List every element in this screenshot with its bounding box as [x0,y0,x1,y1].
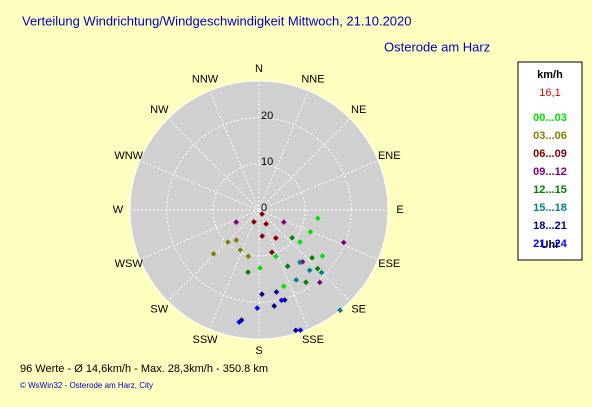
data-point [314,265,321,272]
data-point [236,319,243,325]
grid-ring [212,163,306,257]
legend-entry: 03...06 [533,130,567,142]
direction-label: E [396,204,403,216]
spoke [167,118,260,211]
data-point [297,239,303,245]
legend-entry: 12...15 [533,184,567,196]
direction-label: S [255,345,262,357]
spoke [258,160,379,211]
legend-box [517,61,583,261]
spoke [258,118,351,211]
data-point [251,219,257,225]
spoke [258,209,351,302]
spoke [139,209,260,260]
direction-label: NNE [301,74,324,86]
data-point [306,267,313,274]
data-point [269,249,275,256]
data-point [281,297,288,303]
direction-label: WSW [115,258,144,270]
legend-value: 16,1 [539,87,560,99]
r-tick-label: 0 [261,202,267,214]
data-point [319,253,326,259]
direction-label: ENE [378,150,401,162]
direction-label: SSE [302,334,324,346]
direction-label: SW [150,304,168,316]
data-point [273,253,279,260]
data-point [254,305,261,311]
legend-entry: 21...24 [533,238,568,250]
direction-label: NNW [192,74,219,86]
data-point [237,247,244,253]
data-point [273,235,279,241]
direction-label: ESE [378,258,400,270]
data-point [257,265,263,271]
data-point [233,219,240,225]
r-tick-label: 20 [261,110,273,122]
data-point [340,239,347,246]
legend-title: km/h [537,69,563,81]
spoke [258,209,309,330]
data-point [303,279,309,286]
spoke [139,160,260,211]
credit: © WsWin32 - Osterode am Harz, City [20,381,153,390]
direction-label: SSW [193,334,219,346]
data-point [245,269,251,275]
data-point [280,283,287,290]
data-point [271,303,278,309]
data-point [278,297,285,304]
data-point [259,291,265,298]
direction-label: NW [150,104,169,116]
spoke [258,90,309,211]
data-point [259,211,265,217]
spoke [258,209,379,260]
data-point [284,263,291,270]
r-tick-label: 10 [261,156,273,168]
data-point [233,237,240,243]
legend-entry: 15...18 [533,202,567,214]
legend-entry: 06...09 [533,148,567,160]
data-point [307,228,314,235]
data-point [281,219,287,225]
legend-entry: 00...03 [533,112,567,124]
chart-subtitle: Osterode am Harz [384,39,490,54]
legend-footer: Uhr [541,239,561,251]
direction-label: WNW [114,150,143,162]
direction-label: SE [351,304,366,316]
data-point [245,253,252,260]
data-point [273,289,280,295]
data-point [316,279,323,286]
data-point [297,327,304,334]
legend-entry: 18...21 [533,220,567,232]
data-point [289,235,296,241]
data-point [293,277,300,283]
chart-title: Verteilung Windrichtung/Windgeschwindigk… [22,13,412,28]
data-point [297,259,303,266]
data-point [210,251,217,257]
grid-ring [166,117,352,303]
direction-label: NE [351,104,366,116]
spoke [209,209,260,330]
direction-label: W [113,204,124,216]
data-point [263,221,269,227]
data-point [318,269,325,276]
spoke [209,90,260,211]
footer: 96 Werte - Ø 14,6km/h - Max. 28,3km/h - … [20,363,268,375]
data-point [259,233,266,239]
legend-entry: 09...12 [533,166,567,178]
data-point [292,327,299,334]
data-point [337,307,344,314]
data-point [225,239,231,245]
direction-label: N [255,63,263,75]
data-point [315,215,321,222]
